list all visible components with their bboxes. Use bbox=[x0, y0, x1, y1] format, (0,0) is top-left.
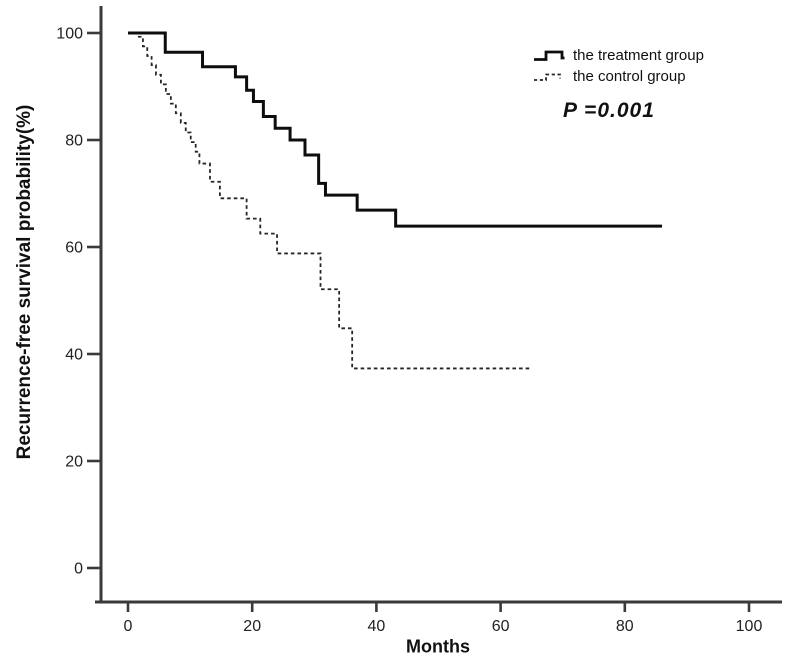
legend-item-control: the control group bbox=[533, 66, 704, 87]
y-axis-title: Recurrence-free survival probability(%) bbox=[14, 104, 35, 460]
legend: the treatment group the control group bbox=[533, 45, 704, 87]
control-survival-curve bbox=[137, 35, 532, 370]
p-value-annotation: P =0.001 bbox=[563, 99, 655, 122]
y-tick-label: 40 bbox=[65, 347, 83, 364]
x-tick-label: 0 bbox=[124, 618, 133, 635]
y-tick-label: 100 bbox=[56, 26, 83, 43]
legend-label-control: the control group bbox=[573, 68, 686, 85]
y-tick-label: 60 bbox=[65, 240, 83, 257]
legend-label-treatment: the treatment group bbox=[573, 47, 704, 64]
y-tick-label: 20 bbox=[65, 454, 83, 471]
x-tick-label: 100 bbox=[736, 618, 763, 635]
x-tick-label: 40 bbox=[368, 618, 386, 635]
y-tick-label: 80 bbox=[65, 133, 83, 150]
treatment-line-sample-icon bbox=[534, 50, 565, 61]
y-tick-label: 0 bbox=[74, 561, 83, 578]
control-line-sample-icon bbox=[534, 73, 561, 81]
legend-item-treatment: the treatment group bbox=[533, 45, 704, 66]
x-tick-label: 60 bbox=[492, 618, 510, 635]
x-tick-label: 20 bbox=[243, 618, 261, 635]
treatment-survival-curve bbox=[128, 31, 663, 228]
x-tick-label: 80 bbox=[616, 618, 634, 635]
x-axis-title: Months bbox=[406, 636, 470, 657]
